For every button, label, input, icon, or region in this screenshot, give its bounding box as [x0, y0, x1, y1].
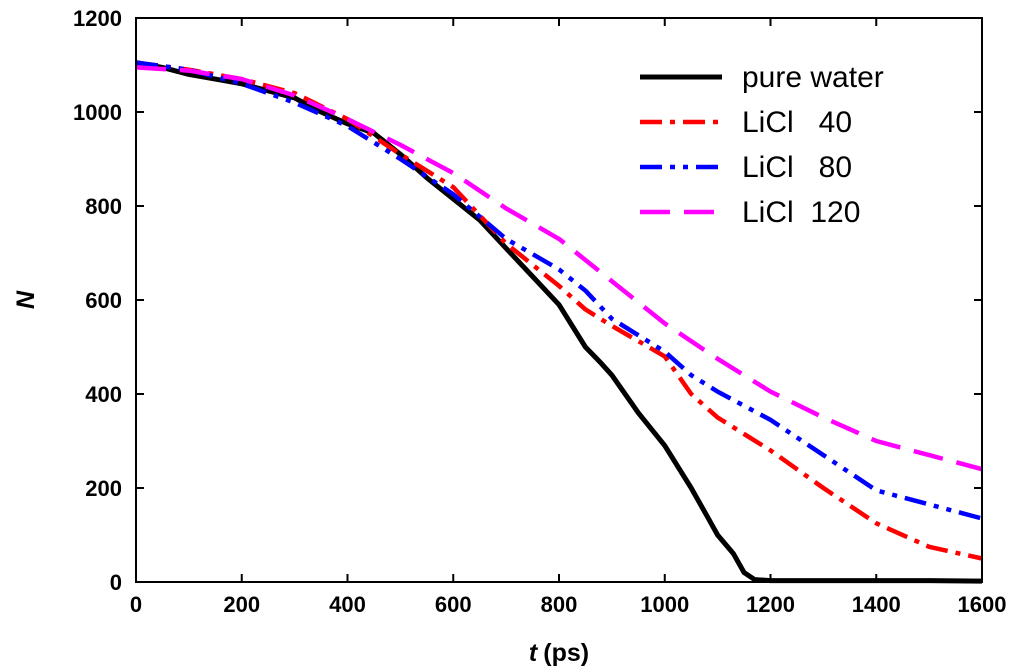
y-tick-label: 200	[85, 476, 122, 501]
y-axis-title: N	[12, 290, 40, 309]
x-tick-labels: 0 200 400 600 800 1000 1200 1400 1600	[130, 592, 1007, 617]
x-tick-label: 1200	[746, 592, 795, 617]
axis-ticks	[135, 17, 983, 583]
y-tick-labels: 0 200 400 600 800 1000 1200	[73, 6, 122, 595]
legend: pure water LiCl 40 LiCl 80 LiCl 120	[640, 61, 884, 229]
series-line-3	[135, 60, 983, 521]
y-tick-label: 1000	[73, 100, 122, 125]
x-axis-variable: t	[529, 639, 539, 667]
x-tick-label: 200	[223, 592, 260, 617]
legend-label-4: LiCl 120	[742, 196, 860, 229]
x-axis-title: t (ps)	[529, 639, 589, 667]
x-tick-label: 1400	[852, 592, 901, 617]
series-layer	[135, 60, 983, 584]
y-tick-label: 800	[85, 194, 122, 219]
plot-frame	[135, 17, 983, 583]
x-tick-label: 600	[435, 592, 472, 617]
x-tick-label: 800	[541, 592, 578, 617]
legend-label-2: LiCl 40	[742, 106, 852, 139]
x-tick-label: 400	[329, 592, 366, 617]
series-line-1	[135, 60, 983, 584]
x-tick-label: 1000	[640, 592, 689, 617]
y-tick-label: 400	[85, 382, 122, 407]
series-line-2	[135, 60, 983, 561]
y-tick-label: 600	[85, 288, 122, 313]
legend-label-1: pure water	[742, 61, 884, 94]
y-tick-label: 0	[110, 570, 122, 595]
legend-label-3: LiCl 80	[742, 151, 852, 184]
y-tick-label: 1200	[73, 6, 122, 31]
series-line-4	[135, 65, 983, 472]
x-axis-unit: (ps)	[543, 639, 589, 667]
x-tick-label: 0	[130, 592, 142, 617]
x-tick-label: 1600	[958, 592, 1007, 617]
